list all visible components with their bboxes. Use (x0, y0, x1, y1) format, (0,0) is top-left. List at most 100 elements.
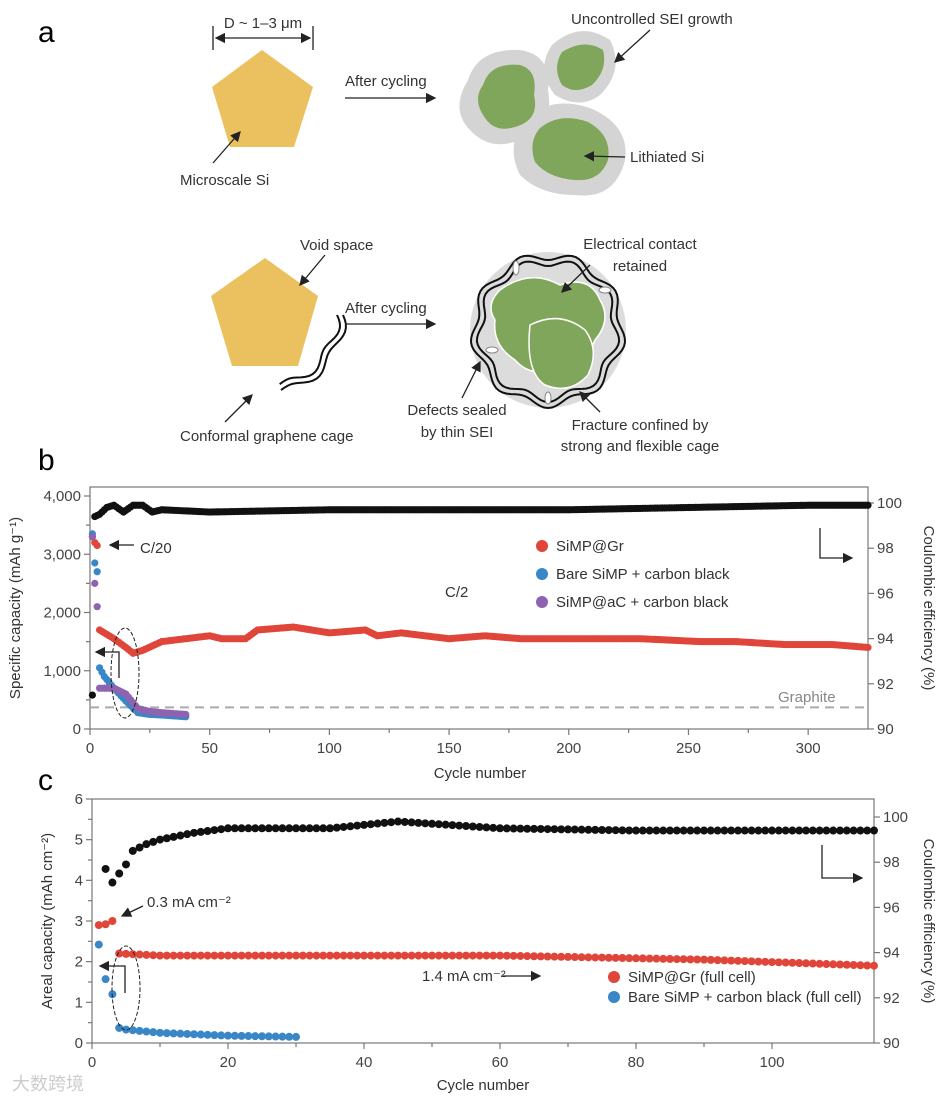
data-point (455, 821, 464, 830)
y2-tick-label: 96 (883, 899, 900, 916)
data-point (428, 951, 436, 960)
data-point (727, 956, 736, 965)
data-point (808, 826, 817, 835)
data-point (292, 951, 300, 960)
data-point (686, 955, 695, 964)
data-point (162, 834, 171, 843)
data-point (543, 825, 552, 834)
data-point (108, 917, 117, 925)
data-point (149, 1028, 158, 1037)
y-tick-label: 4 (75, 872, 83, 889)
data-point (774, 958, 783, 967)
data-point (604, 826, 613, 835)
data-point (482, 823, 491, 832)
data-point (190, 951, 198, 960)
panel-label-a: a (38, 16, 55, 49)
data-point (550, 952, 559, 961)
data-point (108, 878, 117, 887)
data-point (768, 958, 776, 967)
data-point (468, 822, 477, 831)
after-cycling-label-1: After cycling (345, 73, 427, 90)
data-point (94, 940, 103, 949)
series-coulombic-efficiency (88, 501, 872, 699)
data-point (88, 533, 96, 541)
data-point (271, 824, 280, 833)
data-point (700, 955, 708, 964)
data-point (135, 950, 144, 959)
data-point (611, 826, 620, 835)
data-point (591, 825, 600, 834)
legend-label: Bare SiMP + carbon black (556, 566, 730, 583)
annotation-low-rate: 0.3 mA cm⁻² (147, 894, 231, 911)
data-point (516, 951, 525, 960)
data-point (264, 1032, 273, 1041)
data-point (278, 951, 287, 960)
data-point (849, 961, 858, 970)
annotation-high-rate: 1.4 mA cm⁻² (422, 968, 506, 985)
data-point (210, 826, 219, 835)
lithiated-si-label: Lithiated Si (630, 149, 704, 166)
x-tick-label: 0 (86, 740, 94, 757)
data-point (570, 825, 579, 834)
x-tick-label: 200 (556, 740, 581, 757)
data-point (577, 953, 586, 962)
y2-tick-label: 94 (883, 945, 900, 962)
data-point (713, 956, 722, 965)
data-point (156, 835, 164, 844)
void-space-label: Void space (300, 237, 373, 254)
data-point (387, 818, 396, 827)
data-point (598, 953, 606, 962)
data-point (747, 826, 756, 835)
left-axis-arrow-icon (94, 646, 120, 678)
y2-tick-label: 100 (877, 495, 902, 512)
data-point (509, 824, 518, 833)
data-point (638, 954, 647, 963)
data-point (353, 821, 362, 830)
data-point (557, 952, 566, 961)
data-point (781, 826, 790, 835)
data-point (346, 951, 355, 960)
legend-label: Bare SiMP + carbon black (full cell) (628, 989, 862, 1006)
data-point (829, 960, 838, 969)
cracked-si-with-sei (459, 31, 626, 196)
data-point (448, 821, 457, 830)
data-point (659, 954, 668, 963)
data-point (94, 921, 103, 930)
data-point (645, 826, 654, 835)
data-point (278, 1032, 287, 1041)
data-point (373, 819, 382, 828)
data-point (258, 824, 266, 833)
data-point (162, 951, 171, 960)
data-point (462, 951, 470, 960)
x-tick-label: 100 (317, 740, 342, 757)
data-point (346, 822, 355, 831)
y2-tick-label: 100 (883, 809, 908, 826)
data-point (319, 951, 328, 960)
data-point (285, 824, 294, 833)
data-point (856, 961, 865, 970)
data-point (271, 951, 280, 960)
data-point (360, 951, 368, 960)
after-cycling-label-2: After cycling (345, 300, 427, 317)
legend-marker (536, 596, 548, 608)
data-point (489, 823, 498, 832)
x-tick-label: 60 (492, 1054, 509, 1071)
data-point (849, 826, 858, 835)
x-axis-title: Cycle number (434, 765, 527, 782)
data-point (203, 1030, 212, 1039)
data-point (700, 826, 708, 835)
panel-label-c: c (38, 764, 53, 797)
data-point (101, 975, 110, 984)
data-point (128, 1026, 137, 1035)
data-point (264, 951, 273, 960)
data-point (455, 951, 464, 960)
data-point (632, 954, 640, 963)
data-point (149, 837, 158, 846)
data-point (298, 951, 307, 960)
data-point (176, 1029, 185, 1038)
data-point (836, 826, 844, 835)
data-point (693, 826, 702, 835)
y-axis-title: Areal capacity (mAh cm⁻²) (39, 833, 56, 1009)
data-point (475, 951, 484, 960)
panel-a-diagram: a D ~ 1–3 μm Microscale Si After cycling… (38, 11, 733, 455)
